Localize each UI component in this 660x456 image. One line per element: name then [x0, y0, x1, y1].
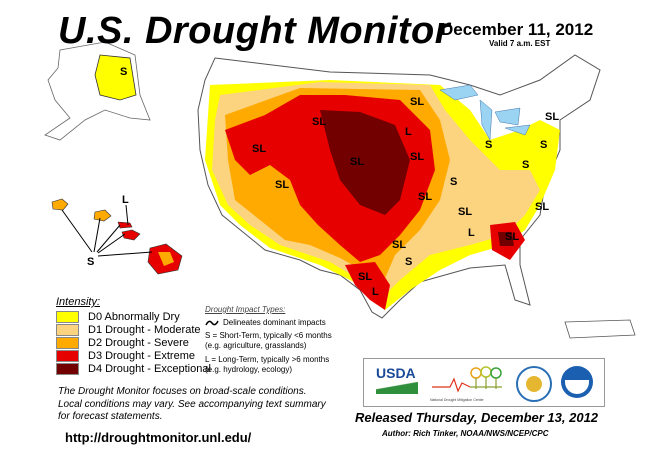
map-label-s: S [522, 159, 529, 171]
tree-icon [432, 366, 502, 393]
swatch-d4 [56, 362, 79, 375]
map-label-l: L [122, 194, 129, 206]
map-label-sl: SL [458, 206, 472, 218]
boundary-line-icon [205, 320, 219, 326]
map-label-s: S [540, 139, 547, 151]
map-label-sl: SL [252, 143, 266, 155]
map-label-sl: SL [410, 96, 424, 108]
intensity-legend: Intensity: D0 Abnormally Dry D1 Drought … [56, 296, 211, 375]
page-title: U.S. Drought Monitor [58, 10, 451, 52]
map-label-sl: SL [350, 156, 364, 168]
swatch-d2 [56, 336, 79, 349]
map-label-sl: SL [545, 111, 559, 123]
map-label-sl: SL [410, 151, 424, 163]
legend-label: D2 Drought - Severe [88, 336, 189, 349]
note-line: for forecast statements. [58, 411, 163, 422]
map-label-l: L [405, 126, 412, 138]
commerce-seal [516, 366, 552, 402]
legend-item-d1: D1 Drought - Moderate [56, 323, 211, 336]
usda-logo-text: USDA [376, 365, 416, 381]
swatch-d1 [56, 323, 79, 336]
map-label-s: S [120, 66, 127, 78]
map-label-sl: SL [275, 179, 289, 191]
delineates-text: Delineates dominant impacts [223, 318, 326, 327]
disclaimer-note: The Drought Monitor focuses on broad-sca… [58, 386, 358, 424]
short-term-example: (e.g. agriculture, grasslands) [205, 341, 307, 350]
map-label-s: S [450, 176, 457, 188]
map-date: December 11, 2012 [441, 20, 594, 39]
delineates-row: Delineates dominant impacts [205, 318, 332, 328]
map-label-sl: SL [418, 191, 432, 203]
ndmc-logo-text: National Drought Mitigation Center [430, 398, 484, 402]
map-label-l: L [372, 286, 379, 298]
website-link[interactable]: http://droughtmonitor.unl.edu/ [65, 430, 252, 445]
legend-label: D4 Drought - Exceptional [88, 362, 211, 375]
note-line: The Drought Monitor focuses on broad-sca… [58, 386, 307, 397]
map-label-l: L [468, 227, 475, 239]
continental-us: SL SL SL SL SL SL SL SL SL SL SL SL SL S… [197, 54, 636, 339]
partner-logos: USDA National Drought Mitigation Center [363, 358, 605, 407]
noaa-logo [561, 366, 593, 398]
alaska: S [44, 41, 151, 141]
legend-item-d2: D2 Drought - Severe [56, 336, 211, 349]
map-label-sl: SL [505, 231, 519, 243]
legend-item-d4: D4 Drought - Exceptional [56, 362, 211, 375]
short-term-text: S = Short-Term, typically <6 months [205, 331, 332, 340]
map-label-sl: SL [358, 271, 372, 283]
legend-label: D0 Abnormally Dry [88, 310, 180, 323]
map-label-sl: SL [392, 239, 406, 251]
swatch-d3 [56, 349, 79, 362]
map-label-sl: SL [312, 116, 326, 128]
map-label-s: S [485, 139, 492, 151]
map-label-s: S [87, 256, 94, 268]
legend-label: D1 Drought - Moderate [88, 323, 201, 336]
author: Author: Rich Tinker, NOAA/NWS/NCEP/CPC [382, 429, 549, 438]
hawaii: S L [51, 194, 183, 275]
impact-heading: Drought Impact Types: [205, 305, 286, 314]
legend-item-d0: D0 Abnormally Dry [56, 310, 211, 323]
note-line: Local conditions may vary. See accompany… [58, 398, 326, 410]
long-term-example: (e.g. hydrology, ecology) [205, 365, 293, 374]
map-label-sl: SL [535, 201, 549, 213]
ndmc-logo: National Drought Mitigation Center [430, 363, 506, 403]
swatch-d0 [56, 310, 79, 323]
map-label-s: S [405, 256, 412, 268]
valid-time: Valid 7 a.m. EST [489, 39, 551, 48]
legend-heading: Intensity: [56, 296, 101, 308]
legend-label: D3 Drought - Extreme [88, 349, 195, 362]
legend-item-d3: D3 Drought - Extreme [56, 349, 211, 362]
usda-logo: USDA [376, 365, 418, 394]
impact-types-legend: Drought Impact Types: Delineates dominan… [205, 305, 332, 375]
release-date: Released Thursday, December 13, 2012 [355, 410, 599, 425]
long-term-text: L = Long-Term, typically >6 months [205, 355, 330, 364]
